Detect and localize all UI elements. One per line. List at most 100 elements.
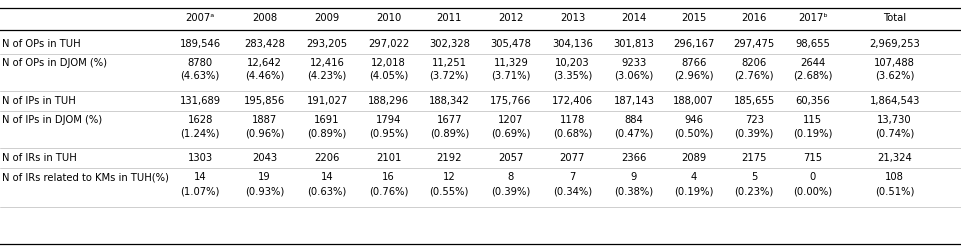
Text: 1691: 1691 (314, 115, 339, 125)
Text: 11,251: 11,251 (431, 58, 466, 68)
Text: (0.63%): (0.63%) (308, 186, 346, 196)
Text: 10,203: 10,203 (554, 58, 589, 68)
Text: 283,428: 283,428 (244, 39, 284, 49)
Text: (2.76%): (2.76%) (733, 71, 774, 81)
Text: 8766: 8766 (680, 58, 705, 68)
Text: 296,167: 296,167 (672, 39, 714, 49)
Text: (0.50%): (0.50%) (674, 128, 712, 138)
Text: 13,730: 13,730 (876, 115, 911, 125)
Text: 2366: 2366 (621, 153, 646, 163)
Text: (0.95%): (0.95%) (369, 128, 407, 138)
Text: 131,689: 131,689 (180, 96, 220, 106)
Text: 2012: 2012 (498, 13, 523, 23)
Text: 715: 715 (802, 153, 822, 163)
Text: 2057: 2057 (498, 153, 523, 163)
Text: 8206: 8206 (741, 58, 766, 68)
Text: N of OPs in DJOM (%): N of OPs in DJOM (%) (2, 58, 107, 68)
Text: 2175: 2175 (741, 153, 766, 163)
Text: N of IRs in TUH: N of IRs in TUH (2, 153, 77, 163)
Text: 8: 8 (507, 172, 513, 182)
Text: 2011: 2011 (436, 13, 461, 23)
Text: (2.96%): (2.96%) (673, 71, 713, 81)
Text: (0.19%): (0.19%) (793, 128, 831, 138)
Text: 16: 16 (382, 172, 395, 182)
Text: (0.89%): (0.89%) (430, 128, 468, 138)
Text: 172,406: 172,406 (552, 96, 592, 106)
Text: 305,478: 305,478 (490, 39, 530, 49)
Text: 9233: 9233 (621, 58, 646, 68)
Text: 1794: 1794 (376, 115, 401, 125)
Text: (0.96%): (0.96%) (245, 128, 283, 138)
Text: 108: 108 (884, 172, 903, 182)
Text: 2007ᵃ: 2007ᵃ (185, 13, 214, 23)
Text: 189,546: 189,546 (180, 39, 220, 49)
Text: 187,143: 187,143 (613, 96, 653, 106)
Text: 2009: 2009 (314, 13, 339, 23)
Text: 12: 12 (442, 172, 456, 182)
Text: (4.05%): (4.05%) (369, 71, 407, 81)
Text: 2206: 2206 (314, 153, 339, 163)
Text: (3.35%): (3.35%) (553, 71, 591, 81)
Text: 1,864,543: 1,864,543 (869, 96, 919, 106)
Text: (0.55%): (0.55%) (430, 186, 468, 196)
Text: 2008: 2008 (252, 13, 277, 23)
Text: (3.06%): (3.06%) (614, 71, 653, 81)
Text: 2077: 2077 (559, 153, 584, 163)
Text: 191,027: 191,027 (307, 96, 347, 106)
Text: 60,356: 60,356 (795, 96, 829, 106)
Text: 12,642: 12,642 (247, 58, 282, 68)
Text: 293,205: 293,205 (307, 39, 347, 49)
Text: (0.38%): (0.38%) (614, 186, 653, 196)
Text: (0.23%): (0.23%) (734, 186, 773, 196)
Text: 4: 4 (690, 172, 696, 182)
Text: 1887: 1887 (252, 115, 277, 125)
Text: (1.24%): (1.24%) (181, 128, 219, 138)
Text: 723: 723 (744, 115, 763, 125)
Text: 1303: 1303 (187, 153, 212, 163)
Text: N of IPs in DJOM (%): N of IPs in DJOM (%) (2, 115, 102, 125)
Text: 14: 14 (193, 172, 207, 182)
Text: 1207: 1207 (498, 115, 523, 125)
Text: (0.69%): (0.69%) (491, 128, 530, 138)
Text: 12,416: 12,416 (309, 58, 344, 68)
Text: 2016: 2016 (741, 13, 766, 23)
Text: 1677: 1677 (436, 115, 461, 125)
Text: 12,018: 12,018 (371, 58, 406, 68)
Text: 2017ᵇ: 2017ᵇ (798, 13, 826, 23)
Text: N of IRs related to KMs in TUH(%): N of IRs related to KMs in TUH(%) (2, 172, 168, 182)
Text: (4.23%): (4.23%) (308, 71, 346, 81)
Text: 11,329: 11,329 (493, 58, 528, 68)
Text: 19: 19 (258, 172, 271, 182)
Text: (0.39%): (0.39%) (734, 128, 773, 138)
Text: Total: Total (882, 13, 905, 23)
Text: 21,324: 21,324 (876, 153, 911, 163)
Text: 2013: 2013 (559, 13, 584, 23)
Text: 946: 946 (683, 115, 702, 125)
Text: 7: 7 (569, 172, 575, 182)
Text: 2014: 2014 (621, 13, 646, 23)
Text: 302,328: 302,328 (429, 39, 469, 49)
Text: 107,488: 107,488 (874, 58, 914, 68)
Text: (0.74%): (0.74%) (875, 128, 913, 138)
Text: 297,475: 297,475 (733, 39, 774, 49)
Text: (0.19%): (0.19%) (674, 186, 712, 196)
Text: 2015: 2015 (680, 13, 705, 23)
Text: 304,136: 304,136 (552, 39, 592, 49)
Text: 1628: 1628 (187, 115, 212, 125)
Text: 884: 884 (624, 115, 643, 125)
Text: 188,296: 188,296 (368, 96, 408, 106)
Text: 2644: 2644 (800, 58, 825, 68)
Text: 98,655: 98,655 (795, 39, 829, 49)
Text: (0.00%): (0.00%) (793, 186, 831, 196)
Text: 2,969,253: 2,969,253 (869, 39, 919, 49)
Text: (0.39%): (0.39%) (491, 186, 530, 196)
Text: 1178: 1178 (559, 115, 584, 125)
Text: (0.68%): (0.68%) (553, 128, 591, 138)
Text: 2089: 2089 (680, 153, 705, 163)
Text: 188,007: 188,007 (673, 96, 713, 106)
Text: 115: 115 (802, 115, 822, 125)
Text: (0.34%): (0.34%) (553, 186, 591, 196)
Text: (4.63%): (4.63%) (181, 71, 219, 81)
Text: (0.76%): (0.76%) (369, 186, 407, 196)
Text: 8780: 8780 (187, 58, 212, 68)
